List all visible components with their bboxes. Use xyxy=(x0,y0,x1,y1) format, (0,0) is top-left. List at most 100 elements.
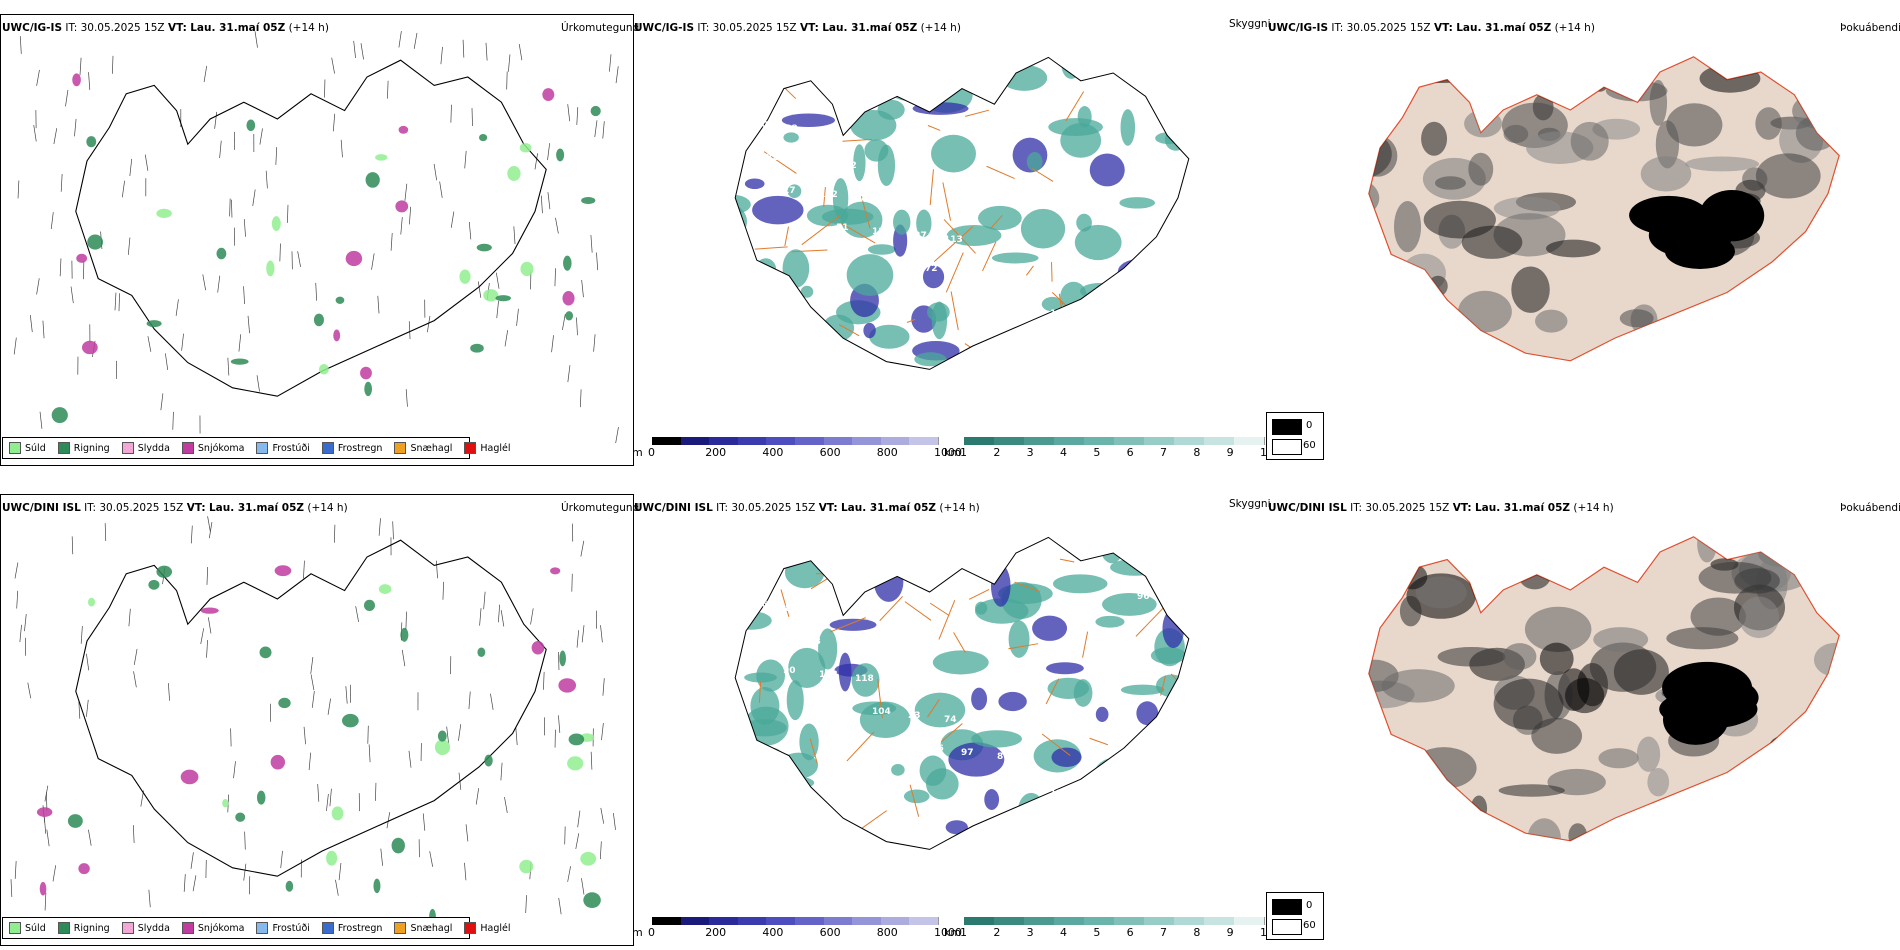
wind-barb xyxy=(280,850,283,869)
wind-barb xyxy=(581,279,584,298)
wind-barb xyxy=(530,608,534,625)
fog-cell xyxy=(1730,312,1758,333)
fog-cell xyxy=(1702,350,1753,361)
precip-cell xyxy=(180,769,199,785)
colorbar-tick: 1000 xyxy=(934,446,962,459)
fog-cell xyxy=(1313,784,1350,800)
road xyxy=(1065,91,1085,122)
wind-barb xyxy=(422,813,426,831)
valid-time: Lau. 31.maí 05Z xyxy=(1456,22,1552,34)
wind-barb xyxy=(594,120,598,138)
colorbar-segment xyxy=(1024,917,1055,925)
cloud-cell xyxy=(972,824,1008,836)
cloud-cell xyxy=(782,355,828,366)
precip-cell xyxy=(235,812,246,822)
fog-cell xyxy=(1518,563,1551,590)
precip-cell xyxy=(216,247,227,260)
cloud-base-label: 12 xyxy=(1014,305,1027,315)
fog-cell xyxy=(1844,387,1890,412)
legend-label: Slydda xyxy=(137,922,170,934)
wind-barb xyxy=(86,653,90,671)
colorbar-tick: 9 xyxy=(1226,926,1234,939)
precip-legend-item: Snjókoma xyxy=(181,922,244,934)
colorbar-tick: 4 xyxy=(1060,926,1067,939)
road xyxy=(938,600,956,640)
wind-barb xyxy=(464,150,467,169)
init-time: IT: 30.05.2025 15Z xyxy=(697,22,797,34)
wind-barb xyxy=(433,163,437,181)
colorbar-tick: 400 xyxy=(762,926,784,939)
precip-cell xyxy=(318,363,329,375)
colorbar-tick: 800 xyxy=(876,446,898,459)
road xyxy=(901,854,903,891)
precip-cell xyxy=(156,208,172,218)
road xyxy=(1023,834,1058,850)
precip-legend-item: Súld xyxy=(9,442,46,454)
wind-barb xyxy=(387,80,389,99)
wind-barb xyxy=(335,879,339,896)
precip-cell xyxy=(39,881,47,896)
colorbar-unit: km xyxy=(944,446,962,459)
fog-cell xyxy=(1744,56,1800,73)
road xyxy=(906,318,916,323)
fog-cell xyxy=(1368,577,1385,617)
init-time: IT: 30.05.2025 15Z xyxy=(65,22,165,34)
wind-barb xyxy=(42,320,45,339)
cloud-cell xyxy=(750,275,766,314)
colorbar-tick: 200 xyxy=(705,926,727,939)
valid-time-label: VT: xyxy=(799,22,819,34)
cloud-base-label: 127 xyxy=(908,231,927,241)
road xyxy=(877,678,883,719)
legend-label: Rigning xyxy=(73,442,110,454)
colorbar-tick: 6 xyxy=(1126,446,1134,459)
cloud-cell xyxy=(975,601,988,615)
cloud-cell xyxy=(1174,871,1202,890)
precip-type-title: Úrkomutegund xyxy=(561,22,640,34)
cloud-cell xyxy=(1093,757,1137,795)
cloud-cell xyxy=(945,537,970,558)
wind-barb xyxy=(254,31,258,48)
lead-time: (+14 h) xyxy=(288,22,329,34)
road xyxy=(770,833,807,850)
colorbar-segment xyxy=(1234,437,1265,445)
fog-cell xyxy=(1780,276,1840,320)
road xyxy=(735,638,740,651)
road xyxy=(968,588,990,600)
legend-label: Snæhagl xyxy=(410,922,453,934)
precip-legend-item: Slydda xyxy=(121,442,170,454)
valid-time: Lau. 31.maí 05Z xyxy=(840,502,936,514)
cloud-cell xyxy=(1188,393,1209,424)
precip-legend: Súld Rigning Slydda Snjókoma Frostúði Frostre… xyxy=(2,917,511,939)
wind-barb xyxy=(233,761,236,779)
fog-cell xyxy=(1399,595,1422,627)
colorbar-tick: 8 xyxy=(1193,446,1201,459)
wind-barb xyxy=(86,699,89,717)
road xyxy=(1059,558,1075,563)
precip-cell xyxy=(395,200,409,213)
precip-cell xyxy=(67,814,83,828)
wind-barb xyxy=(207,617,212,634)
cloud-cell xyxy=(762,748,785,778)
wind-barb xyxy=(16,590,19,609)
wind-barb xyxy=(207,516,211,533)
cloud-cell xyxy=(784,556,825,589)
fog-cell xyxy=(1784,835,1838,841)
cloud-base-label: 104 xyxy=(1120,859,1139,869)
wind-barb xyxy=(409,206,412,225)
cloud-base-label: 98 xyxy=(961,268,974,278)
wind-barb xyxy=(227,357,230,376)
cloud-base-label: 119 xyxy=(997,272,1016,282)
cloud-cell xyxy=(735,786,765,812)
wind-barb xyxy=(392,521,394,540)
wind-barb xyxy=(53,128,58,145)
cloud-cell xyxy=(900,537,937,556)
wind-barb xyxy=(462,39,465,58)
fog-cell xyxy=(1786,759,1840,777)
wind-barb xyxy=(133,648,138,665)
cloud-cell xyxy=(823,837,879,850)
valid-time-label: VT: xyxy=(167,22,187,34)
wind-barb xyxy=(554,268,556,287)
fog-cell xyxy=(1368,581,1392,594)
colorbar-segment xyxy=(823,917,854,925)
cloud-base-label: 96 xyxy=(1137,592,1150,602)
